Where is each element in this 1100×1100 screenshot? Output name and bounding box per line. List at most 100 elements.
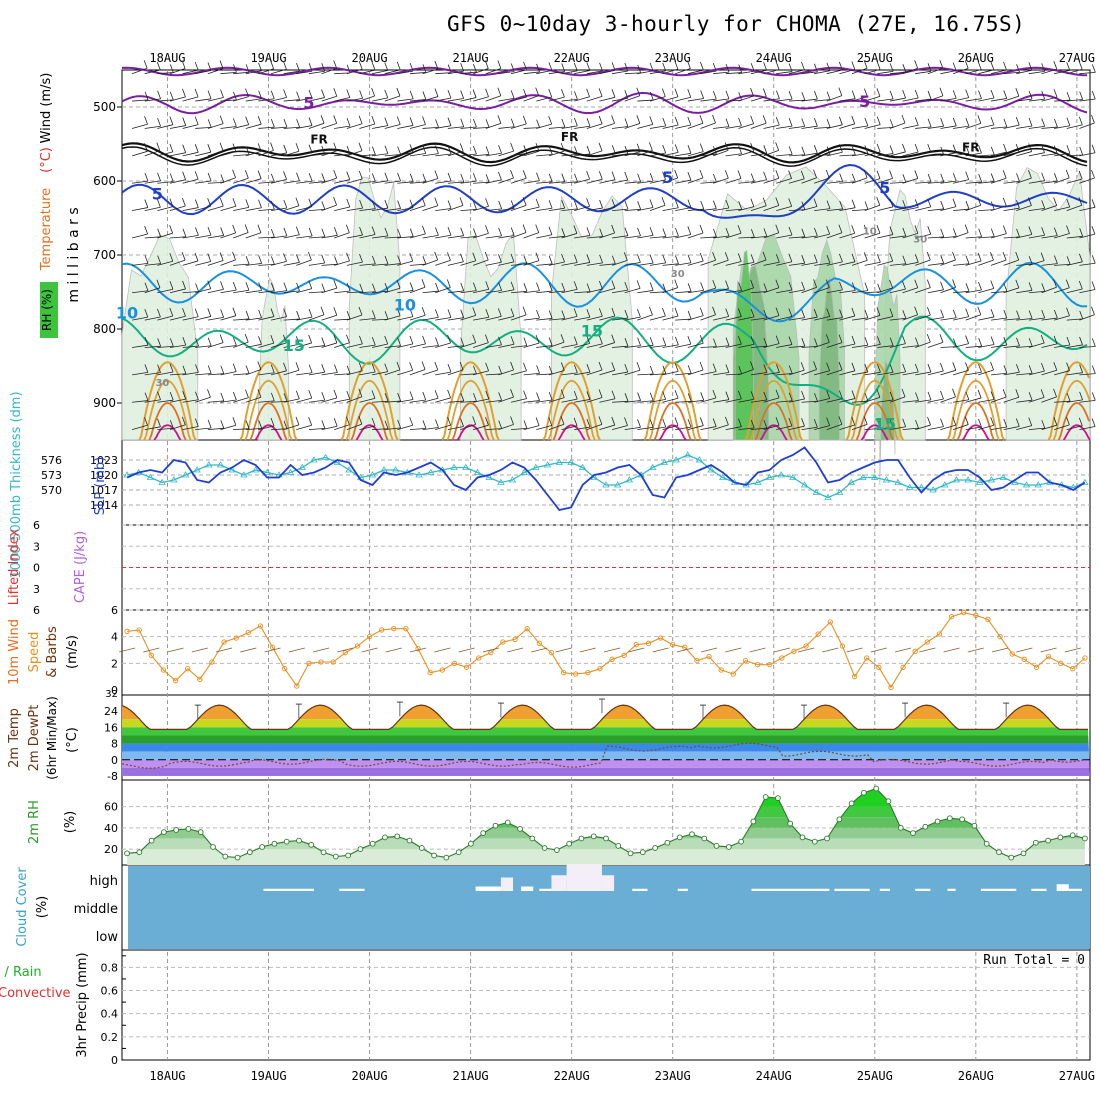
rh2m-point: [996, 849, 1002, 856]
wind-barb: [333, 88, 338, 97]
wind-barb: [422, 259, 438, 266]
wind-barb: [397, 98, 414, 102]
high-cloud-bar: [339, 888, 365, 891]
rh2m-point: [873, 785, 880, 792]
contour-label: 15: [874, 415, 896, 434]
wind-barb: [927, 181, 944, 184]
rh2m-point: [676, 834, 683, 841]
wind-barb: [283, 234, 300, 239]
wind-barb-10m: [409, 647, 427, 653]
wind-barb: [1079, 373, 1096, 376]
wind-barb: [926, 251, 931, 261]
wind-barb: [498, 261, 515, 266]
wind-barb: [978, 154, 995, 157]
wind-barb: [548, 71, 565, 75]
wind-barb: [308, 417, 313, 426]
rh2m-point: [554, 847, 560, 853]
wind-barb: [346, 334, 350, 343]
temp-contour-warm: [946, 361, 1005, 441]
wind-barb: [624, 426, 641, 431]
wind-barb: [346, 97, 363, 102]
wind-barb: [699, 252, 704, 262]
wind-barb: [839, 69, 855, 75]
wind-barb: [901, 114, 906, 124]
lifted-tick-label: 6: [33, 519, 40, 532]
wind-barb: [725, 280, 729, 289]
wind-barb: [738, 369, 754, 376]
wind-barb: [1054, 255, 1058, 264]
cape-axis-label: CAPE (J/kg): [73, 531, 88, 603]
wind-barb: [876, 170, 881, 179]
temp-contour-warm: [552, 402, 591, 441]
wind-barb: [851, 177, 868, 184]
wind-barb: [485, 362, 489, 372]
wind-barb: [839, 281, 843, 291]
thickness-point: [847, 478, 856, 485]
temp-contour-warm: [1062, 424, 1091, 441]
wind-barb: [561, 63, 566, 72]
wind-barb: [574, 173, 578, 182]
wind-barb: [1016, 310, 1020, 319]
wind-barb: [396, 307, 401, 316]
wind-barb: [952, 369, 969, 376]
wind-barb: [169, 68, 186, 75]
wind-barb: [536, 345, 553, 348]
wind-barb: [902, 310, 907, 319]
thickness-point: [532, 463, 540, 470]
wind-barb: [839, 144, 843, 153]
wind-barb: [1041, 317, 1058, 321]
thickness-point: [263, 468, 271, 475]
wind-barb: [523, 255, 528, 264]
wind-barb: [788, 154, 805, 157]
wind-barb: [713, 316, 729, 321]
temp2m-area: [122, 705, 1090, 776]
wind-barb: [157, 72, 174, 75]
thickness-point: [648, 463, 657, 470]
wind-barb: [435, 72, 452, 75]
wind-barb: [889, 198, 894, 208]
temp-contour-freezing-2: [121, 146, 1088, 167]
wind-barb: [586, 88, 590, 97]
wind-barb: [978, 399, 995, 403]
wind-barb: [397, 172, 401, 182]
wind-barb: [523, 400, 540, 403]
wind-barb: [637, 180, 654, 184]
wind-barb: [270, 60, 275, 69]
wind-speed-point: [936, 631, 943, 637]
wind-barb: [877, 126, 894, 129]
wind-barb: [346, 89, 351, 98]
wind-barb: [1078, 417, 1083, 426]
wind-barb: [447, 426, 464, 431]
rh2m-point: [578, 835, 585, 842]
wind-barb: [257, 361, 262, 370]
thickness-tick-label: 573: [41, 469, 62, 482]
wind-barb: [699, 335, 704, 344]
wind-barb: [460, 282, 465, 292]
wind-speed-point: [245, 630, 251, 636]
wind-barb: [725, 343, 742, 348]
wind-barb: [422, 391, 427, 401]
wind-barb: [207, 337, 212, 346]
wind-barb: [498, 208, 515, 211]
wind-barb: [296, 424, 312, 431]
wind-barb: [1053, 197, 1058, 206]
wind-barb: [889, 391, 894, 401]
wind-barb: [712, 62, 717, 72]
wind-barb: [851, 344, 868, 348]
wind-barb: [334, 373, 351, 376]
wind-barb: [953, 125, 969, 129]
wind-barb: [712, 418, 717, 427]
wind-barb: [839, 261, 856, 266]
wind-barb: [573, 225, 578, 234]
wind-barb: [662, 144, 667, 154]
wind-barb: [346, 171, 351, 180]
wind-barb: [763, 205, 779, 211]
wind-barb: [586, 150, 603, 157]
wind-barb: [295, 362, 300, 371]
wind-barb: [687, 116, 692, 126]
wind-barb: [763, 283, 768, 292]
wind-barb: [195, 234, 212, 239]
wind-barb: [649, 345, 666, 348]
wind-barb: [851, 259, 868, 266]
wind-barb: [965, 283, 970, 292]
